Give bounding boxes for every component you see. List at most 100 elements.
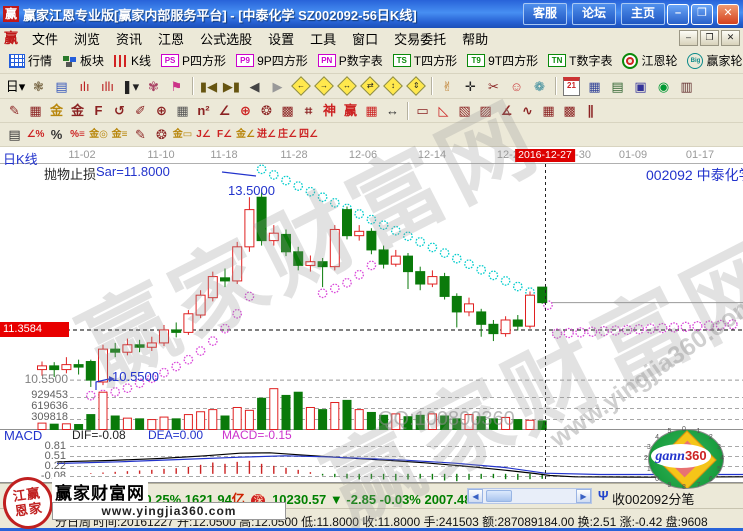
toolbar-p9-square-button[interactable]: P9 9P四方形 [231, 50, 313, 71]
bars-9-icon[interactable]: ıllı [101, 78, 114, 94]
menu-item-file[interactable]: 文件 [32, 31, 59, 47]
diamond-expand-icon[interactable]: ⇕ [404, 76, 427, 96]
gold-angle-tool[interactable]: 金∠ [236, 128, 255, 140]
number-grid-tool[interactable]: ▦ [365, 103, 378, 118]
angle-line-tool[interactable]: ∡ [500, 103, 513, 118]
zigzag-tool[interactable]: ∿ [522, 103, 533, 118]
last-bar-icon[interactable]: ▶▮ [222, 78, 241, 94]
gold-grid2-tool[interactable]: 金 [70, 103, 84, 118]
diamond-v-icon[interactable]: ↕ [381, 76, 404, 96]
fan-grid-tool[interactable]: ▧ [458, 103, 471, 118]
spider-web-icon[interactable]: ❃ [33, 78, 44, 94]
save-icon[interactable]: ▣ [634, 78, 647, 94]
parallel-lines-tool[interactable]: ∥ [587, 103, 594, 118]
ruler-grid-tool[interactable]: ▦ [176, 103, 189, 118]
toolbar-winner-wheel-button[interactable]: Big 赢家轮 [682, 50, 743, 71]
toolbar-quotes-button[interactable]: 行情 [4, 50, 57, 71]
figure-icon[interactable]: ✾ [148, 78, 159, 94]
k-mark-tool[interactable]: ⌗ [304, 103, 313, 118]
gold-lines-tool[interactable]: 金≡ [111, 128, 128, 140]
scrollbar-thumb[interactable] [486, 490, 512, 502]
menu-item-help[interactable]: 帮助 [462, 31, 489, 47]
si-angle-tool[interactable]: 四∠ [299, 128, 318, 140]
scroll-left-button[interactable]: ◀ [468, 489, 483, 503]
pen-tool[interactable]: ✐ [135, 103, 146, 118]
grid-b-tool[interactable]: ▩ [563, 103, 576, 118]
width-measure-tool[interactable]: ↔ [386, 103, 399, 118]
mdi-restore-button[interactable]: ❐ [700, 30, 719, 46]
angle-tool[interactable]: ∠ [218, 103, 231, 118]
hand-icon[interactable]: ✌ [442, 78, 453, 94]
toolbar-t-square-button[interactable]: TS T四方形 [388, 50, 462, 71]
mdi-minimize-button[interactable]: – [679, 30, 698, 46]
homepage-button[interactable]: 主页 [620, 3, 665, 25]
gold-grid-tool[interactable]: 金 [49, 103, 63, 118]
calculator-icon[interactable]: ▦ [588, 78, 601, 94]
pct-lines-tool[interactable]: %≡ [70, 128, 85, 140]
first-bar-icon[interactable]: ▮◀ [199, 78, 218, 94]
notebook-icon[interactable]: ▤ [611, 78, 624, 94]
brush-tool[interactable]: ✎ [9, 103, 20, 118]
clipboard-icon[interactable]: ▤ [55, 78, 68, 94]
crosshair-icon[interactable]: ✛ [465, 78, 476, 94]
toolbar-p-square-button[interactable]: PS P四方形 [156, 50, 231, 71]
prev-icon[interactable]: ◀ [249, 78, 260, 94]
menu-item-settings[interactable]: 设置 [268, 31, 295, 47]
gold-box-tool[interactable]: 金▭ [172, 128, 193, 140]
toolbar-t-number-table-button[interactable]: TN T数字表 [543, 50, 617, 71]
toolbar-t9-square-button[interactable]: T9 9T四方形 [462, 50, 543, 71]
diamond-left-icon[interactable]: ← [289, 76, 312, 96]
menu-item-news[interactable]: 资讯 [116, 31, 143, 47]
scroll-right-button[interactable]: ▶ [576, 489, 591, 503]
circle-cross-tool[interactable]: ⊕ [156, 103, 167, 118]
grid-tool[interactable]: ▦ [29, 103, 42, 118]
next-icon[interactable]: ▶ [272, 78, 283, 94]
spiral-tool[interactable]: ↺ [114, 103, 125, 118]
diamond-right-icon[interactable]: → [312, 76, 335, 96]
diamond-h-icon[interactable]: ↔ [335, 76, 358, 96]
face-icon[interactable]: ☺ [509, 78, 524, 94]
gann-circle-tool[interactable]: ⊕ [240, 103, 251, 118]
toolbar-sectors-button[interactable]: 板块 [57, 50, 109, 71]
diamond-swap-icon[interactable]: ⇄ [358, 76, 381, 96]
candle-style-dropdown[interactable]: ❚▾ [121, 78, 140, 94]
j-angle-tool[interactable]: J∠ [196, 128, 211, 140]
scissors-icon[interactable]: ✂ [488, 78, 499, 94]
calendar-icon[interactable]: 21 [560, 76, 583, 96]
toolbar-kline-button[interactable]: K线 [109, 50, 156, 71]
brain-icon[interactable]: ❁ [534, 78, 545, 94]
menu-item-gann[interactable]: 江恩 [158, 31, 185, 47]
n-square-tool[interactable]: n² [197, 103, 210, 118]
period-day-dropdown[interactable]: 日▾ [5, 78, 26, 94]
tick-data-label[interactable]: 收002092分笔 [612, 492, 695, 507]
zhuang-angle-tool[interactable]: 庄∠ [278, 128, 297, 140]
bars-3-icon[interactable]: ılı [79, 78, 90, 94]
computer-icon[interactable]: ▥ [680, 78, 693, 94]
close-button[interactable]: ✕ [717, 3, 739, 25]
f-angle-tool[interactable]: F∠ [216, 128, 233, 140]
toolbar-gann-wheel-button[interactable]: 江恩轮 [617, 50, 682, 71]
pen-k-tool[interactable]: ✎ [135, 127, 146, 142]
menu-item-formula-pick[interactable]: 公式选股 [200, 31, 253, 47]
a-circle-tool[interactable]: ❂ [156, 127, 167, 142]
pct-angle-tool[interactable]: ∠% [26, 128, 45, 140]
shen-grid-tool[interactable]: 神 [322, 103, 336, 118]
grid-a-tool[interactable]: ▦ [542, 103, 555, 118]
gold-circle-tool[interactable]: 金◎ [89, 128, 108, 140]
fan-grid2-tool[interactable]: ▨ [479, 103, 492, 118]
maximize-button[interactable]: ❐ [691, 3, 713, 25]
customer-service-button[interactable]: 客服 [522, 3, 567, 25]
star-grid-tool[interactable]: ❂ [261, 103, 272, 118]
ying-grid-tool[interactable]: 赢 [343, 103, 357, 118]
flag-chart-icon[interactable]: ⚑ [170, 78, 183, 94]
jin-angle-tool[interactable]: 进∠ [257, 128, 276, 140]
menu-item-window[interactable]: 窗口 [352, 31, 379, 47]
fan-tool[interactable]: ◺ [438, 103, 449, 118]
menu-item-trade-entrust[interactable]: 交易委托 [394, 31, 447, 47]
f-grid-tool[interactable]: F [94, 103, 103, 118]
horizontal-scrollbar[interactable]: ◀ ▶ [467, 488, 592, 504]
kline-chart[interactable] [0, 147, 743, 483]
toolbar-p-number-table-button[interactable]: PN P数字表 [313, 50, 388, 71]
box-tool[interactable]: ▭ [416, 103, 429, 118]
minimize-button[interactable]: – [667, 3, 689, 25]
